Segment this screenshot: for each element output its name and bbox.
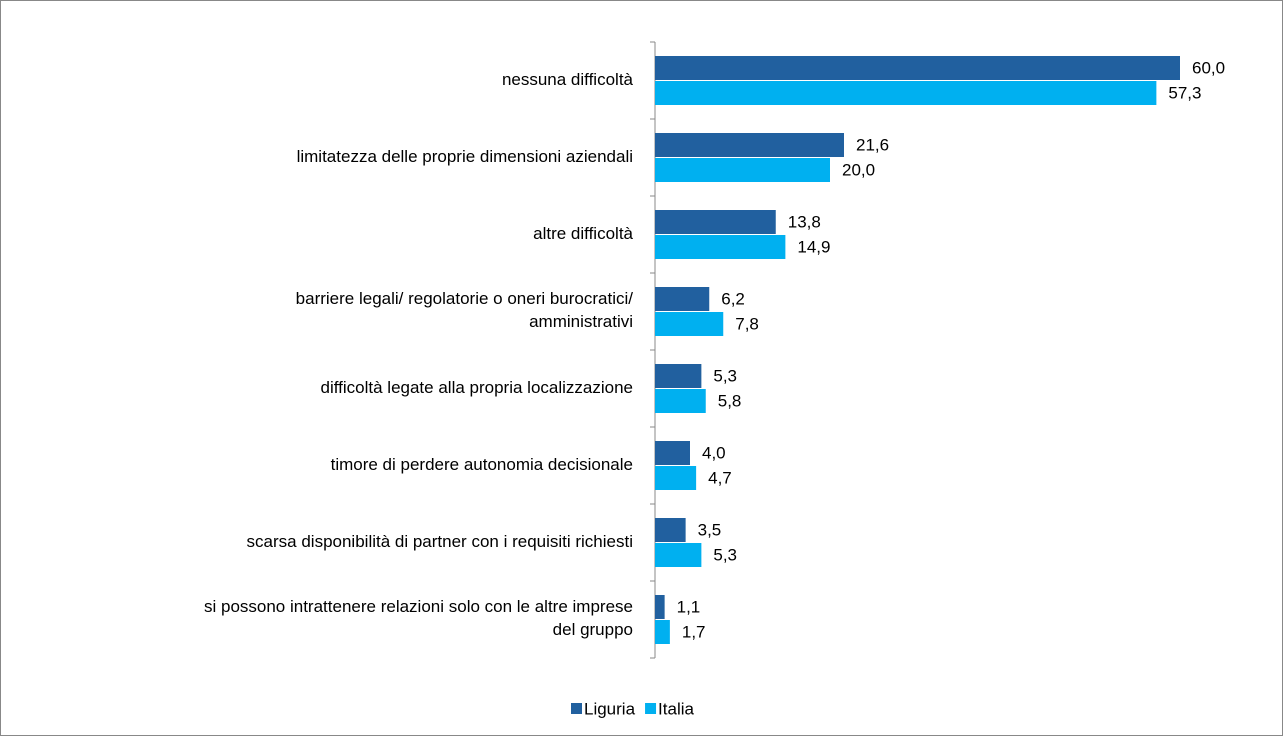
category-label: timore di perdere autonomia decisionale (331, 455, 633, 474)
value-label: 5,3 (713, 366, 737, 385)
value-label: 13,8 (788, 212, 821, 231)
value-label: 14,9 (797, 237, 830, 256)
bar (655, 158, 830, 182)
bar (655, 287, 710, 311)
category-label: limitatezza delle proprie dimensioni azi… (297, 147, 633, 166)
bar (655, 81, 1157, 105)
value-label: 4,0 (702, 443, 726, 462)
bar (655, 133, 844, 157)
bar (655, 210, 776, 234)
legend-swatch (645, 703, 657, 714)
bar (655, 595, 665, 619)
value-label: 20,0 (842, 160, 875, 179)
value-label: 1,1 (677, 597, 701, 616)
value-label: 5,3 (713, 545, 737, 564)
category-label: scarsa disponibilità di partner con i re… (247, 532, 633, 551)
bar (655, 518, 686, 542)
bar (655, 235, 786, 259)
category-label: si possono intrattenere relazioni solo c… (204, 597, 633, 639)
value-label: 7,8 (735, 314, 759, 333)
bar (655, 441, 690, 465)
category-label: nessuna difficoltà (502, 70, 634, 89)
legend-label: Liguria (584, 699, 636, 718)
value-label: 1,7 (682, 622, 706, 641)
bar (655, 312, 724, 336)
value-label: 21,6 (856, 135, 889, 154)
value-label: 6,2 (721, 289, 745, 308)
bar (655, 466, 697, 490)
bar (655, 389, 706, 413)
legend-label: Italia (658, 699, 694, 718)
bar (655, 364, 702, 388)
bar (655, 56, 1180, 80)
value-label: 60,0 (1192, 58, 1225, 77)
category-label: altre difficoltà (533, 224, 633, 243)
legend-swatch (571, 703, 582, 714)
value-label: 4,7 (708, 468, 732, 487)
bar (655, 620, 670, 644)
category-label: difficoltà legate alla propria localizza… (321, 378, 633, 397)
category-label: barriere legali/ regolatorie o oneri bur… (296, 289, 634, 331)
value-label: 57,3 (1168, 83, 1201, 102)
bar (655, 543, 702, 567)
value-label: 5,8 (718, 391, 742, 410)
value-label: 3,5 (698, 520, 722, 539)
